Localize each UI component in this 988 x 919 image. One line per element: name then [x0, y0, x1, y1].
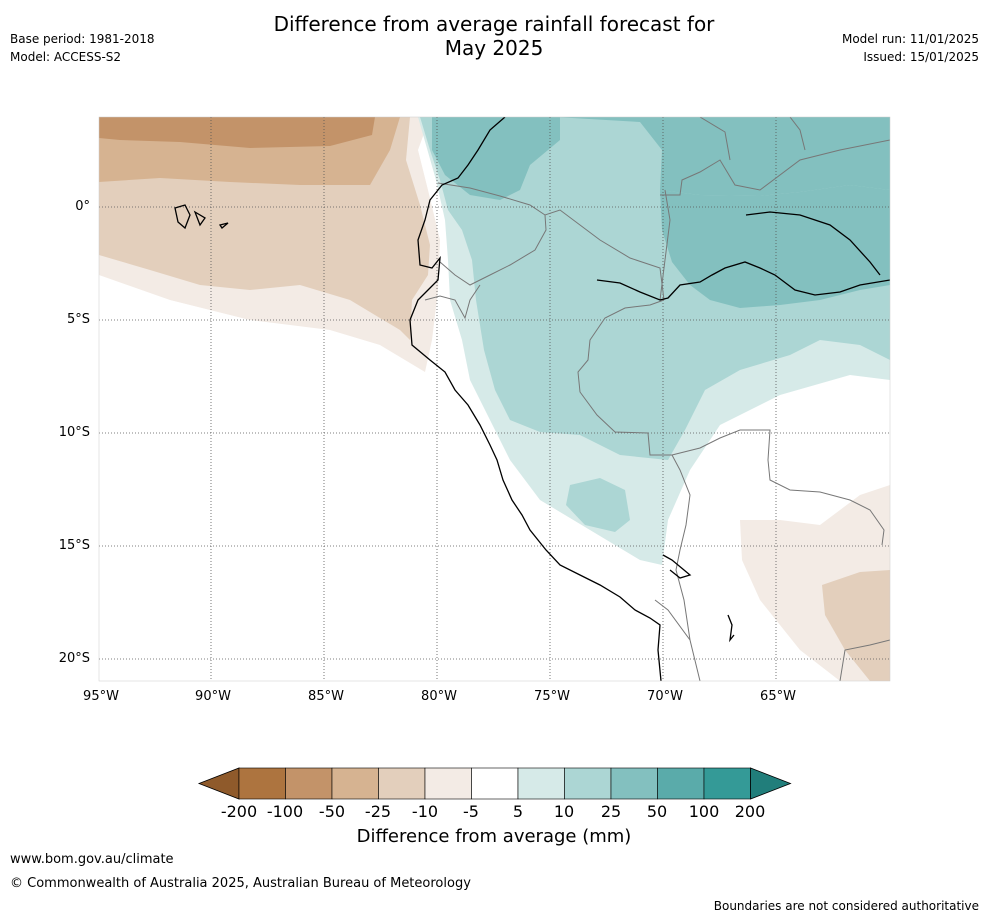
- dry-region-50: [99, 117, 375, 148]
- website-link[interactable]: www.bom.gov.au/climate: [10, 852, 174, 867]
- dry-region-10-southeast: [822, 570, 890, 681]
- map-title: Difference from average rainfall forecas…: [0, 12, 988, 60]
- model-run-text: Model run: 11/01/2025: [841, 32, 979, 46]
- legend-bin: [517, 767, 565, 800]
- model-text: Model: ACCESS-S2: [10, 50, 122, 64]
- wet-region-10-south: [566, 478, 630, 532]
- legend-tick: -50: [318, 802, 346, 821]
- lat-label-0: 0°: [75, 199, 90, 214]
- legend-bin: [610, 767, 658, 800]
- legend-tick: 50: [646, 802, 668, 821]
- colorbar: [197, 767, 792, 800]
- map-title-line1: Difference from average rainfall forecas…: [273, 12, 715, 36]
- legend-tick: 25: [600, 802, 622, 821]
- map-area: [99, 117, 890, 681]
- lon-label-95w: 95°W: [83, 689, 119, 704]
- lon-label-90w: 90°W: [195, 689, 231, 704]
- legend-title: Difference from average (mm): [356, 826, 632, 847]
- map-title-line2: May 2025: [444, 36, 544, 60]
- legend-extend-high: [750, 767, 792, 800]
- country-borders: [424, 117, 890, 681]
- lon-label-80w: 80°W: [421, 689, 457, 704]
- legend-bin: [331, 767, 379, 800]
- legend-bin: [285, 767, 333, 800]
- lon-label-70w: 70°W: [647, 689, 683, 704]
- lat-label-10s: 10°S: [58, 425, 90, 440]
- legend-tick: 10: [553, 802, 575, 821]
- legend-bin: [703, 767, 751, 800]
- map-graticule: [99, 117, 890, 681]
- base-period-text: Base period: 1981-2018: [10, 32, 155, 46]
- legend-bin: [471, 767, 519, 800]
- legend-tick: 5: [512, 802, 524, 821]
- legend-tick: -200: [220, 802, 258, 821]
- legend-tick: -25: [364, 802, 392, 821]
- lon-label-75w: 75°W: [534, 689, 570, 704]
- disclaimer-text: Boundaries are not considered authoritat…: [713, 899, 979, 913]
- lat-label-20s: 20°S: [58, 651, 90, 666]
- legend-tick: -100: [266, 802, 304, 821]
- wet-region-25-north: [555, 117, 890, 196]
- lat-label-15s: 15°S: [58, 538, 90, 553]
- metadata-right: Model run: 11/01/2025 Issued: 15/01/2025: [842, 30, 979, 66]
- legend-bin: [564, 767, 612, 800]
- legend-tick: 200: [734, 802, 766, 821]
- map-frame: [98, 116, 891, 682]
- lon-label-65w: 65°W: [760, 689, 796, 704]
- wet-region-25-east: [660, 185, 890, 308]
- copyright-text: © Commonwealth of Australia 2025, Austra…: [10, 876, 471, 891]
- legend-bin: [238, 767, 286, 800]
- legend-tick: 100: [688, 802, 720, 821]
- legend-bin: [378, 767, 426, 800]
- legend-extend-low: [197, 767, 240, 800]
- lon-label-85w: 85°W: [308, 689, 344, 704]
- coastline: [174, 117, 890, 681]
- legend-tick: -10: [411, 802, 439, 821]
- metadata-left: Base period: 1981-2018 Model: ACCESS-S2: [10, 30, 155, 66]
- legend-bin: [657, 767, 705, 800]
- legend-bin: [424, 767, 472, 800]
- lat-label-5s: 5°S: [66, 312, 90, 327]
- wet-region-25-west: [432, 117, 560, 200]
- issued-text: Issued: 15/01/2025: [863, 50, 979, 64]
- legend-tick: -5: [463, 802, 479, 821]
